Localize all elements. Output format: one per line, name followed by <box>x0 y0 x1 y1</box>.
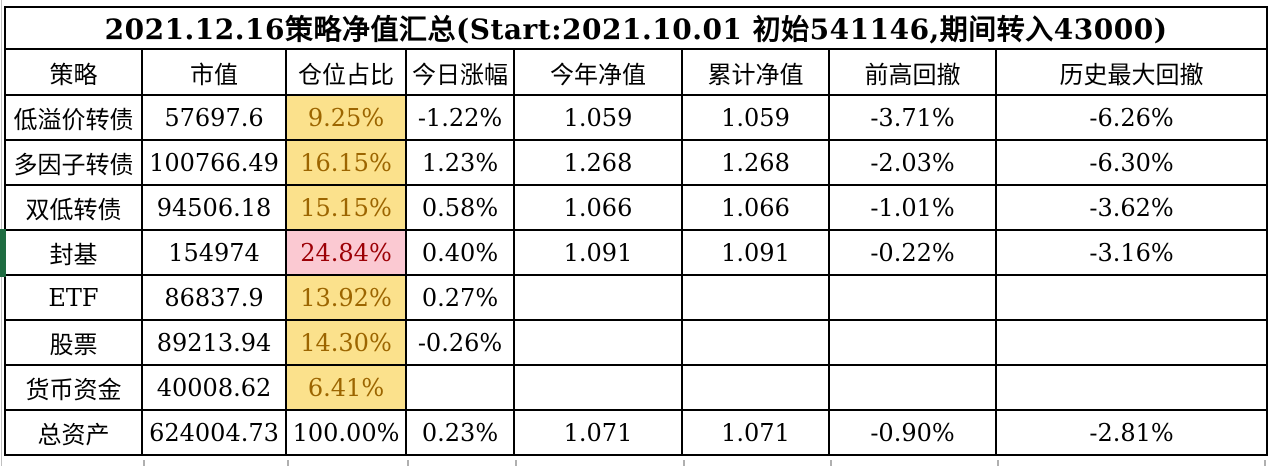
cell-ytd-nav[interactable]: 1.059 <box>513 94 683 141</box>
cell-prev-high-drawdown[interactable]: -3.71% <box>828 94 997 141</box>
header-row: 策略 市值 仓位占比 今日涨幅 今年净值 累计净值 前高回撤 历史最大回撤 <box>4 48 1269 96</box>
gridline-stub <box>683 460 685 466</box>
table-title[interactable]: 2021.12.16策略净值汇总(Start:2021.10.01 初始5411… <box>3 6 1269 50</box>
cell-ytd-nav[interactable]: 1.071 <box>513 409 683 456</box>
cell-prev-high-drawdown[interactable]: -2.03% <box>828 139 997 186</box>
cell-cumulative-nav[interactable] <box>681 274 830 321</box>
cell-prev-high-drawdown[interactable]: -1.01% <box>828 184 997 231</box>
column-header-position-ratio[interactable]: 仓位占比 <box>285 48 407 96</box>
cell-max-drawdown[interactable]: -3.16% <box>994 229 1269 276</box>
column-header-max-drawdown[interactable]: 历史最大回撤 <box>994 48 1269 96</box>
cell-ytd-nav[interactable] <box>513 364 683 411</box>
cell-max-drawdown[interactable] <box>994 319 1269 366</box>
cell-cumulative-nav[interactable] <box>681 319 830 366</box>
active-row-marker <box>0 229 6 277</box>
row-money-fund: 货币资金 40008.62 6.41% <box>4 364 1269 411</box>
cell-position-ratio[interactable]: 100.00% <box>285 409 407 456</box>
strategy-nav-table: 2021.12.16策略净值汇总(Start:2021.10.01 初始5411… <box>3 6 1269 456</box>
cell-ytd-nav[interactable] <box>513 274 683 321</box>
row-low-premium-cb: 低溢价转债 57697.6 9.25% -1.22% 1.059 1.059 -… <box>4 94 1269 141</box>
gridline-stub <box>515 460 517 466</box>
cell-max-drawdown[interactable] <box>994 274 1269 321</box>
cell-position-ratio[interactable]: 13.92% <box>285 274 407 321</box>
gridline-stub <box>1264 460 1266 466</box>
cell-position-ratio[interactable]: 16.15% <box>285 139 407 186</box>
cell-ytd-nav[interactable]: 1.066 <box>513 184 683 231</box>
cell-market-value[interactable]: 86837.9 <box>141 274 287 321</box>
cell-position-ratio[interactable]: 9.25% <box>285 94 407 141</box>
title-row: 2021.12.16策略净值汇总(Start:2021.10.01 初始5411… <box>3 6 1269 50</box>
column-header-cumulative-nav[interactable]: 累计净值 <box>681 48 830 96</box>
row-multifactor-cb: 多因子转债 100766.49 16.15% 1.23% 1.268 1.268… <box>4 139 1269 186</box>
cell-market-value[interactable]: 40008.62 <box>141 364 287 411</box>
cell-prev-high-drawdown[interactable] <box>828 319 997 366</box>
cell-cumulative-nav[interactable] <box>681 364 830 411</box>
cell-today-change[interactable] <box>405 364 515 411</box>
cell-position-ratio[interactable]: 24.84% <box>285 229 407 276</box>
cell-max-drawdown[interactable]: -2.81% <box>994 409 1269 456</box>
cell-max-drawdown[interactable] <box>994 364 1269 411</box>
cell-ytd-nav[interactable] <box>513 319 683 366</box>
cell-market-value[interactable]: 624004.73 <box>141 409 287 456</box>
cell-market-value[interactable]: 89213.94 <box>141 319 287 366</box>
cell-market-value[interactable]: 94506.18 <box>141 184 287 231</box>
cell-cumulative-nav[interactable]: 1.071 <box>681 409 830 456</box>
column-header-market-value[interactable]: 市值 <box>141 48 287 96</box>
row-total-assets: 总资产 624004.73 100.00% 0.23% 1.071 1.071 … <box>4 409 1269 456</box>
cell-today-change[interactable]: 0.40% <box>405 229 515 276</box>
cell-today-change[interactable]: 1.23% <box>405 139 515 186</box>
gridline-stub <box>830 460 832 466</box>
row-etf: ETF 86837.9 13.92% 0.27% <box>4 274 1269 321</box>
cell-ytd-nav[interactable]: 1.091 <box>513 229 683 276</box>
cell-cumulative-nav[interactable]: 1.091 <box>681 229 830 276</box>
cell-market-value[interactable]: 100766.49 <box>141 139 287 186</box>
cell-strategy[interactable]: 低溢价转债 <box>4 94 143 141</box>
cell-prev-high-drawdown[interactable] <box>828 274 997 321</box>
cell-max-drawdown[interactable]: -6.26% <box>994 94 1269 141</box>
gridline-stub <box>997 460 999 466</box>
gridline-stub <box>407 460 409 466</box>
cell-ytd-nav[interactable]: 1.268 <box>513 139 683 186</box>
cell-position-ratio[interactable]: 15.15% <box>285 184 407 231</box>
cell-today-change[interactable]: 0.23% <box>405 409 515 456</box>
cell-strategy[interactable]: 封基 <box>4 229 143 276</box>
cell-today-change[interactable]: -0.26% <box>405 319 515 366</box>
cell-position-ratio[interactable]: 6.41% <box>285 364 407 411</box>
row-stock: 股票 89213.94 14.30% -0.26% <box>4 319 1269 366</box>
cell-cumulative-nav[interactable]: 1.268 <box>681 139 830 186</box>
cell-max-drawdown[interactable]: -3.62% <box>994 184 1269 231</box>
row-double-low-cb: 双低转债 94506.18 15.15% 0.58% 1.066 1.066 -… <box>4 184 1269 231</box>
cell-strategy[interactable]: 多因子转债 <box>4 139 143 186</box>
cell-prev-high-drawdown[interactable] <box>828 364 997 411</box>
column-header-today-change[interactable]: 今日涨幅 <box>405 48 515 96</box>
cell-today-change[interactable]: 0.58% <box>405 184 515 231</box>
cell-strategy[interactable]: 总资产 <box>4 409 143 456</box>
cell-market-value[interactable]: 57697.6 <box>141 94 287 141</box>
cell-strategy[interactable]: 货币资金 <box>4 364 143 411</box>
cell-today-change[interactable]: 0.27% <box>405 274 515 321</box>
cell-max-drawdown[interactable]: -6.30% <box>994 139 1269 186</box>
cell-prev-high-drawdown[interactable]: -0.22% <box>828 229 997 276</box>
cell-strategy[interactable]: ETF <box>4 274 143 321</box>
column-header-prev-high-drawdown[interactable]: 前高回撤 <box>828 48 997 96</box>
row-closed-end-fund: 封基 154974 24.84% 0.40% 1.091 1.091 -0.22… <box>4 229 1269 276</box>
column-header-strategy[interactable]: 策略 <box>4 48 143 96</box>
cell-prev-high-drawdown[interactable]: -0.90% <box>828 409 997 456</box>
cell-strategy[interactable]: 股票 <box>4 319 143 366</box>
cell-strategy[interactable]: 双低转债 <box>4 184 143 231</box>
cell-position-ratio[interactable]: 14.30% <box>285 319 407 366</box>
gridline-stub <box>143 460 145 466</box>
cell-cumulative-nav[interactable]: 1.059 <box>681 94 830 141</box>
cell-market-value[interactable]: 154974 <box>141 229 287 276</box>
cell-cumulative-nav[interactable]: 1.066 <box>681 184 830 231</box>
column-header-ytd-nav[interactable]: 今年净值 <box>513 48 683 96</box>
gridline-stub <box>287 460 289 466</box>
cell-today-change[interactable]: -1.22% <box>405 94 515 141</box>
